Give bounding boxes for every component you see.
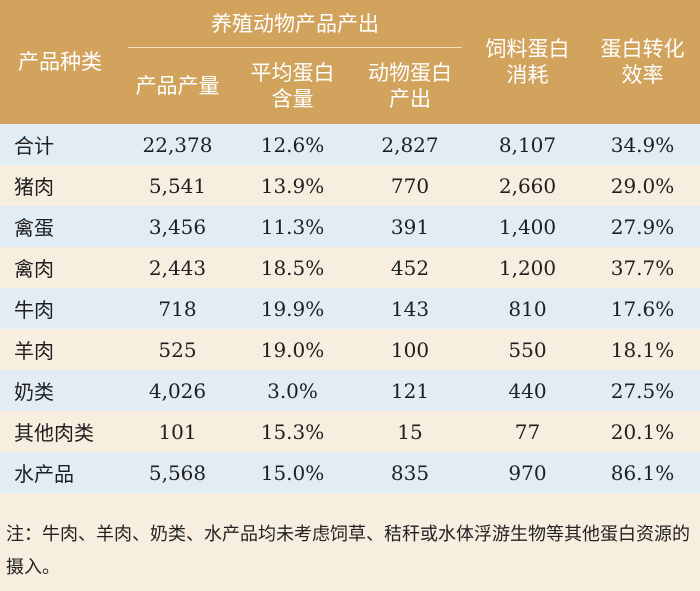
cell-feed-protein: 2,660 [470, 165, 585, 206]
cell-avg-protein: 19.0% [235, 329, 350, 370]
cell-name: 其他肉类 [0, 411, 120, 452]
cell-name: 牛肉 [0, 288, 120, 329]
cell-avg-protein: 12.6% [235, 124, 350, 165]
cell-animal-protein: 452 [350, 247, 470, 288]
cell-name: 猪肉 [0, 165, 120, 206]
cell-feed-protein: 970 [470, 452, 585, 493]
header-efficiency-line1: 蛋白转化 [600, 37, 685, 61]
cell-output: 4,026 [120, 370, 235, 411]
cell-output: 3,456 [120, 206, 235, 247]
table-row: 禽蛋 3,456 11.3% 391 1,400 27.9% [0, 206, 700, 247]
cell-animal-protein: 100 [350, 329, 470, 370]
cell-efficiency: 86.1% [585, 452, 700, 493]
cell-avg-protein: 15.0% [235, 452, 350, 493]
cell-efficiency: 29.0% [585, 165, 700, 206]
cell-animal-protein: 2,827 [350, 124, 470, 165]
header-animal-protein-line2: 产出 [389, 87, 431, 111]
cell-animal-protein: 391 [350, 206, 470, 247]
header-avg-protein-line1: 平均蛋白 [250, 61, 335, 85]
table-header: 产品种类 养殖动物产品产出 饲料蛋白 消耗 蛋白转化 效率 产品产量 平均蛋白 … [0, 0, 700, 124]
cell-name: 奶类 [0, 370, 120, 411]
cell-output: 101 [120, 411, 235, 452]
cell-avg-protein: 13.9% [235, 165, 350, 206]
cell-output: 5,568 [120, 452, 235, 493]
table-row: 其他肉类 101 15.3% 15 77 20.1% [0, 411, 700, 452]
header-avg-protein: 平均蛋白 含量 [235, 48, 350, 124]
cell-animal-protein: 770 [350, 165, 470, 206]
cell-output: 525 [120, 329, 235, 370]
table-row: 奶类 4,026 3.0% 121 440 27.5% [0, 370, 700, 411]
cell-name: 禽蛋 [0, 206, 120, 247]
cell-avg-protein: 19.9% [235, 288, 350, 329]
header-efficiency-line2: 效率 [621, 63, 664, 87]
header-feed-protein-line1: 饲料蛋白 [485, 37, 570, 61]
table-row: 合计 22,378 12.6% 2,827 8,107 34.9% [0, 124, 700, 165]
cell-efficiency: 27.5% [585, 370, 700, 411]
cell-feed-protein: 550 [470, 329, 585, 370]
header-output: 产品产量 [120, 48, 235, 124]
cell-name: 禽肉 [0, 247, 120, 288]
cell-animal-protein: 121 [350, 370, 470, 411]
header-avg-protein-line2: 含量 [271, 87, 314, 111]
header-animal-protein: 动物蛋白 产出 [350, 48, 470, 124]
cell-efficiency: 37.7% [585, 247, 700, 288]
cell-output: 2,443 [120, 247, 235, 288]
cell-feed-protein: 1,200 [470, 247, 585, 288]
cell-efficiency: 20.1% [585, 411, 700, 452]
cell-animal-protein: 835 [350, 452, 470, 493]
cell-name: 水产品 [0, 452, 120, 493]
protein-table: 产品种类 养殖动物产品产出 饲料蛋白 消耗 蛋白转化 效率 产品产量 平均蛋白 … [0, 0, 700, 493]
cell-avg-protein: 3.0% [235, 370, 350, 411]
header-group: 养殖动物产品产出 [120, 0, 470, 48]
cell-avg-protein: 15.3% [235, 411, 350, 452]
cell-feed-protein: 810 [470, 288, 585, 329]
header-animal-protein-line1: 动物蛋白 [368, 61, 452, 85]
table-note: 注：牛肉、羊肉、奶类、水产品均未考虑饲草、秸秆或水体浮游生物等其他蛋白资源的摄入… [6, 524, 690, 578]
header-category: 产品种类 [0, 0, 120, 124]
table-row: 禽肉 2,443 18.5% 452 1,200 37.7% [0, 247, 700, 288]
table-row: 羊肉 525 19.0% 100 550 18.1% [0, 329, 700, 370]
cell-efficiency: 27.9% [585, 206, 700, 247]
cell-feed-protein: 77 [470, 411, 585, 452]
cell-output: 718 [120, 288, 235, 329]
cell-name: 合计 [0, 124, 120, 165]
cell-feed-protein: 8,107 [470, 124, 585, 165]
table-row: 猪肉 5,541 13.9% 770 2,660 29.0% [0, 165, 700, 206]
header-feed-protein: 饲料蛋白 消耗 [470, 0, 585, 124]
table-row: 水产品 5,568 15.0% 835 970 86.1% [0, 452, 700, 493]
cell-efficiency: 34.9% [585, 124, 700, 165]
cell-avg-protein: 18.5% [235, 247, 350, 288]
header-feed-protein-line2: 消耗 [506, 63, 549, 87]
cell-efficiency: 17.6% [585, 288, 700, 329]
cell-output: 5,541 [120, 165, 235, 206]
cell-feed-protein: 1,400 [470, 206, 585, 247]
cell-efficiency: 18.1% [585, 329, 700, 370]
header-efficiency: 蛋白转化 效率 [585, 0, 700, 124]
cell-name: 羊肉 [0, 329, 120, 370]
cell-feed-protein: 440 [470, 370, 585, 411]
cell-animal-protein: 15 [350, 411, 470, 452]
cell-animal-protein: 143 [350, 288, 470, 329]
table-body: 合计 22,378 12.6% 2,827 8,107 34.9% 猪肉 5,5… [0, 124, 700, 493]
cell-avg-protein: 11.3% [235, 206, 350, 247]
cell-output: 22,378 [120, 124, 235, 165]
table-row: 牛肉 718 19.9% 143 810 17.6% [0, 288, 700, 329]
